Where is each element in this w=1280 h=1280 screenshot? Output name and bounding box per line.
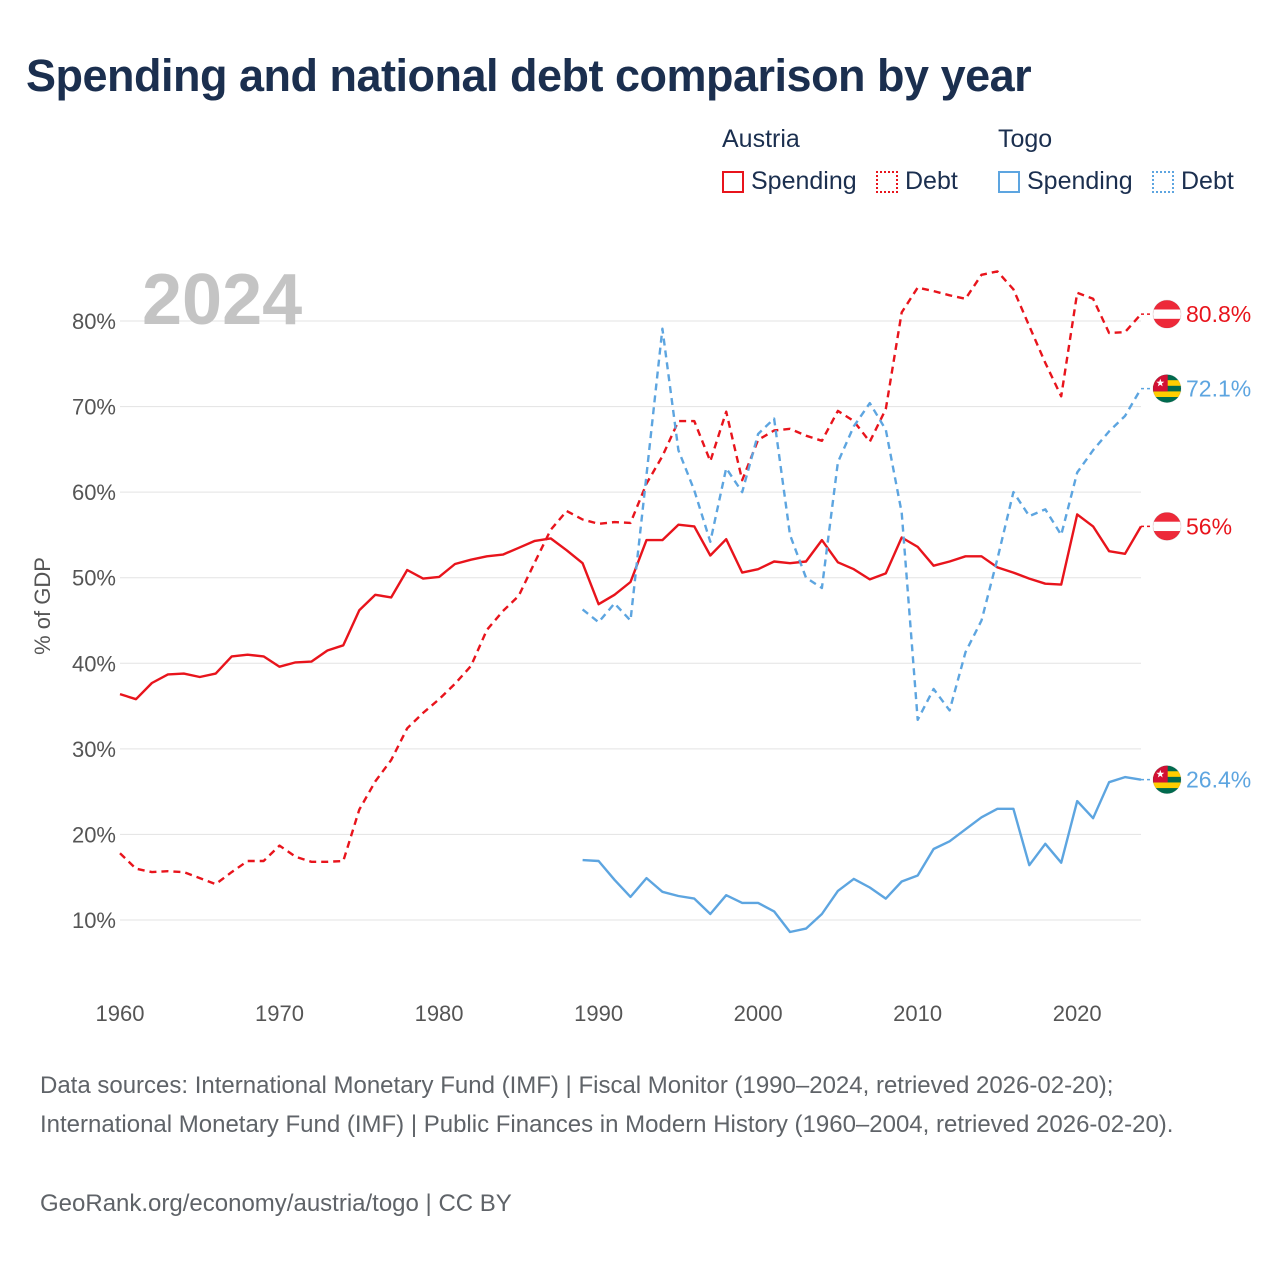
x-tick-label: 2010 [893, 1001, 942, 1026]
y-tick-label: 70% [72, 395, 116, 420]
legend-swatch-austria-debt [876, 170, 898, 193]
year-label: 2024 [142, 260, 302, 340]
end-marker-austria-debt: 80.8% [1141, 299, 1251, 329]
end-value-label: 56% [1186, 513, 1232, 539]
legend-label-togo-spending: Spending [1027, 167, 1133, 195]
legend-item-togo-debt[interactable]: Debt [1152, 167, 1234, 196]
x-tick-label: 1970 [255, 1001, 304, 1026]
y-tick-label: 40% [72, 651, 116, 676]
legend-label-togo-debt: Debt [1181, 167, 1234, 195]
line-chart: 2024 10% 20% 30% 40% 50% 60% 70% 80% 1960 1970 19… [30, 260, 1251, 1026]
y-tick-label: 30% [72, 737, 116, 762]
end-marker-togo-debt: 72.1% [1141, 374, 1251, 404]
austria-flag-icon [1153, 300, 1181, 329]
x-tick-label: 1990 [574, 1001, 623, 1026]
credit-line: GeoRank.org/economy/austria/togo | CC BY [40, 1190, 512, 1217]
series-line-togo-debt [581, 327, 1143, 721]
end-value-label: 72.1% [1186, 376, 1251, 402]
legend-item-togo-spending[interactable]: Spending [998, 167, 1133, 196]
end-value-label: 26.4% [1186, 767, 1251, 793]
y-tick-label: 80% [72, 309, 116, 334]
legend-item-austria-spending[interactable]: Spending [722, 167, 857, 196]
x-tick-label: 1980 [415, 1001, 464, 1026]
legend-item-austria-debt[interactable]: Debt [876, 167, 958, 196]
series-line-togo-spending [582, 775, 1142, 934]
chart-title: Spending and national debt comparison by… [26, 50, 1032, 101]
legend-country-togo: Togo [998, 125, 1053, 153]
end-value-label: 80.8% [1186, 301, 1251, 327]
series-line-austria-spending [119, 513, 1143, 701]
x-tick-label: 1960 [96, 1001, 145, 1026]
series-line-austria-debt [119, 270, 1142, 886]
x-tick-label: 2000 [734, 1001, 783, 1026]
end-marker-austria-spending: 56% [1141, 511, 1232, 541]
austria-flag-icon [1153, 512, 1181, 541]
legend-label-austria-debt: Debt [905, 167, 958, 195]
y-tick-label: 60% [72, 480, 116, 505]
y-tick-label: 10% [72, 908, 116, 933]
legend-swatch-togo-spending [998, 170, 1020, 193]
y-tick-label: 50% [72, 566, 116, 591]
y-axis-label: % of GDP [30, 557, 55, 655]
y-tick-label: 20% [72, 822, 116, 847]
data-sources: Data sources: International Monetary Fun… [40, 1072, 1174, 1138]
end-marker-togo-spending: 26.4% [1141, 765, 1251, 795]
legend-country-austria: Austria [722, 125, 800, 153]
x-tick-label: 2020 [1053, 1001, 1102, 1026]
legend-swatch-austria-spending [722, 170, 744, 193]
legend-label-austria-spending: Spending [751, 167, 857, 195]
legend-swatch-togo-debt [1152, 170, 1174, 193]
